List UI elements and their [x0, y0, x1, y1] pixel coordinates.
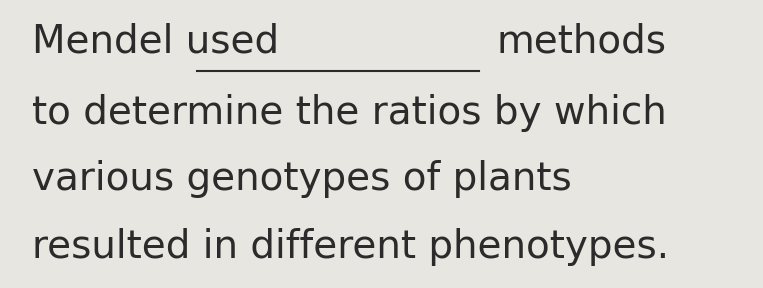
Text: resulted in different phenotypes.: resulted in different phenotypes. [32, 228, 669, 266]
Text: to determine the ratios by which: to determine the ratios by which [32, 94, 667, 132]
Text: methods: methods [497, 23, 667, 61]
Text: Mendel used: Mendel used [32, 23, 279, 61]
Text: various genotypes of plants: various genotypes of plants [32, 160, 572, 198]
